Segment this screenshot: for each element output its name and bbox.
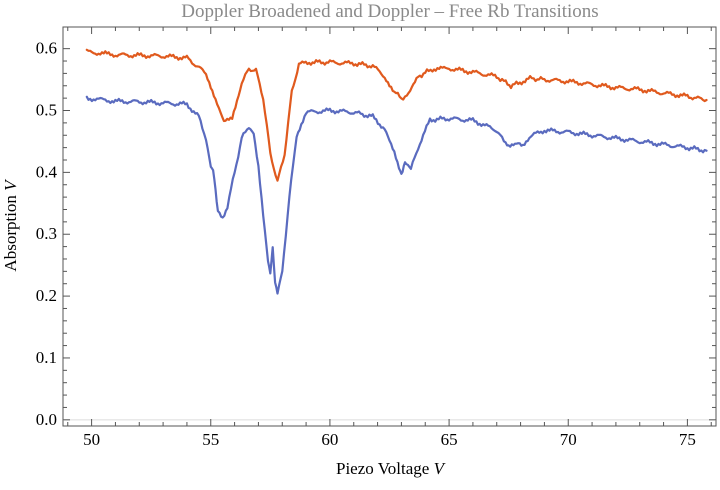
y-tick-label: 0.2 — [36, 286, 57, 305]
y-axis-label: Absorption V — [1, 178, 20, 272]
axis-ticks: 50 55 60 65 70 75 0.0 0.1 0.2 0.3 0.4 0.5 0.6 — [36, 27, 716, 449]
plot-frame — [62, 26, 717, 427]
y-tick-label: 0.5 — [36, 101, 57, 120]
x-axis-label: Piezo Voltage V — [336, 459, 447, 478]
y-tick-label: 0.6 — [36, 39, 57, 58]
x-axis-unit: V — [434, 459, 447, 478]
x-tick-label: 70 — [560, 430, 577, 449]
y-axis-unit: V — [1, 178, 20, 191]
y-axis-label-text: Absorption — [1, 195, 20, 272]
y-tick-label: 0.1 — [36, 348, 57, 367]
x-tick-label: 60 — [321, 430, 338, 449]
y-tick-label: 0.3 — [36, 224, 57, 243]
series-line-2 — [85, 95, 708, 295]
x-tick-label: 65 — [441, 430, 458, 449]
y-tick-label: 0.0 — [36, 410, 57, 429]
y-tick-label: 0.4 — [36, 162, 58, 181]
series-layer — [85, 48, 708, 295]
x-tick-label: 75 — [679, 430, 696, 449]
chart-title: Doppler Broadened and Doppler – Free Rb … — [181, 1, 598, 22]
x-tick-label: 50 — [83, 430, 100, 449]
x-tick-label: 55 — [202, 430, 219, 449]
x-axis-label-text: Piezo Voltage — [336, 459, 429, 478]
series-line-1 — [85, 48, 708, 182]
